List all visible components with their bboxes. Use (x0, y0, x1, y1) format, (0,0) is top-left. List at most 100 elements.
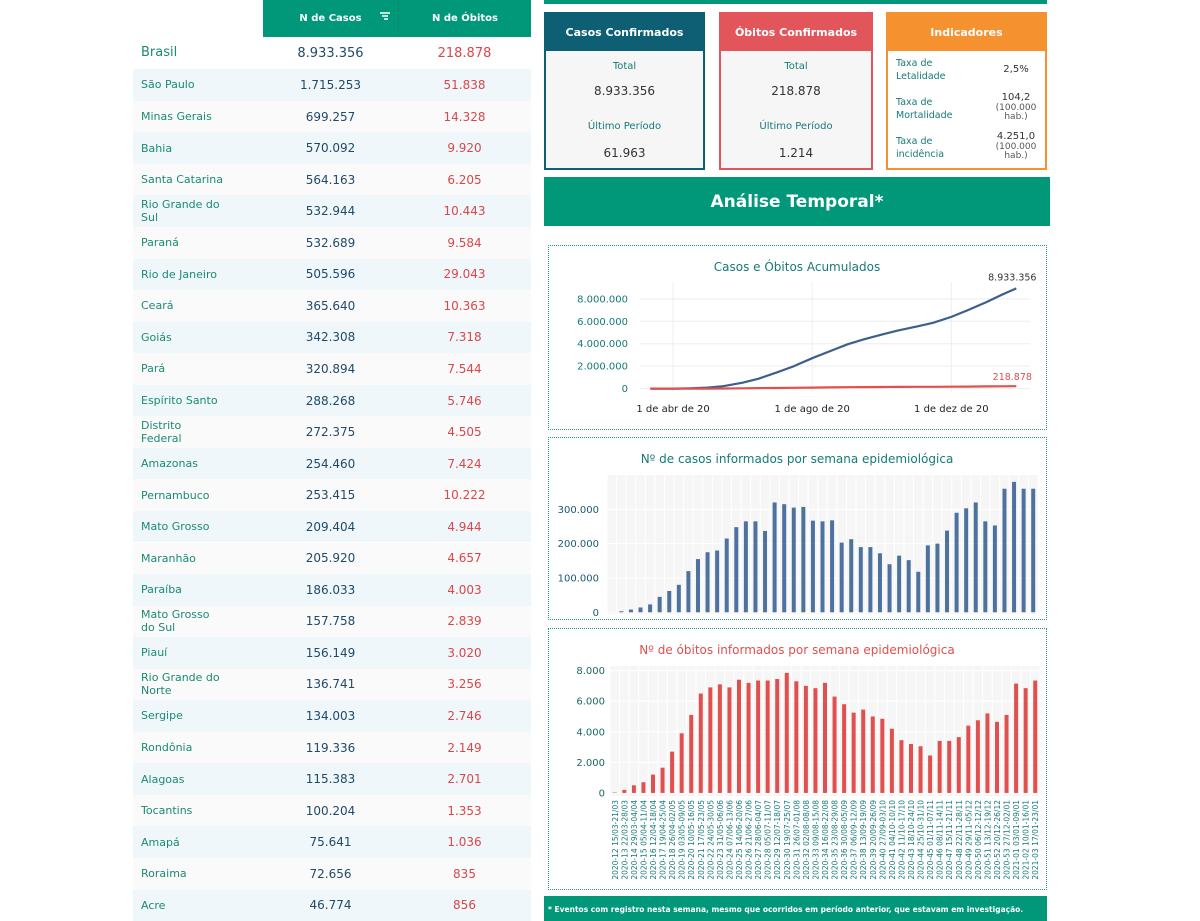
header-cell[interactable]: N de Óbitos (398, 0, 531, 37)
table-row: Rio de Janeiro 505.596 29.043 (133, 258, 531, 291)
state-name: Mato Grosso (141, 520, 210, 534)
header-text: N de Casos (299, 13, 362, 24)
table-row: Santa Catarina 564.163 6.205 (133, 163, 531, 196)
table-row: Amapá 75.641 1.036 (133, 826, 531, 858)
state-name: Amazonas (141, 457, 198, 471)
cases-value: 136.741 (305, 677, 356, 692)
state-name: Rio Grande do Norte (141, 671, 220, 698)
deaths-value: 2.746 (447, 709, 482, 724)
card-value: 61.963 (603, 146, 646, 160)
cases-value: 253.415 (305, 488, 356, 503)
deaths-value: 856 (453, 898, 476, 913)
cases-value: 186.033 (305, 582, 356, 597)
card-value: 1.214 (778, 146, 814, 160)
state-name: Sergipe (141, 709, 183, 723)
state-name: Paraná (141, 236, 179, 250)
table-row: Tocantins 100.204 1.353 (133, 794, 531, 827)
deaths-value: 29.043 (443, 267, 486, 282)
table-row: Mato Grosso do Sul 157.758 2.839 (133, 605, 531, 638)
cases-value: 272.375 (305, 425, 356, 440)
section-title: Análise Temporal* (544, 177, 1050, 226)
cases-value: 342.308 (305, 330, 356, 345)
cases-value: 288.268 (305, 393, 356, 408)
cases-value: 532.944 (305, 204, 356, 219)
state-name: Tocantins (141, 804, 193, 818)
footnote: * Eventos com registro nesta semana, mes… (544, 896, 1047, 921)
state-name: Alagoas (141, 772, 185, 786)
cases-value: 205.920 (305, 551, 356, 566)
cases-value: 209.404 (305, 519, 356, 534)
state-name: Amapá (141, 835, 180, 849)
table-row: Espírito Santo 288.268 5.746 (133, 384, 531, 417)
chart-box (548, 437, 1047, 620)
table-row: Rondônia 119.336 2.149 (133, 731, 531, 764)
cases-value: 115.383 (305, 772, 356, 787)
state-name: Distrito Federal (141, 418, 182, 446)
table-row: Roraima 72.656 835 (133, 858, 531, 890)
header-cell[interactable]: N de Casos (263, 0, 398, 37)
deaths-value: 4.505 (447, 425, 482, 440)
deaths-value: 7.424 (447, 456, 482, 471)
card-label: Total (612, 61, 637, 72)
deaths-value: 3.256 (447, 677, 482, 692)
deaths-value: 51.838 (443, 78, 486, 93)
cases-value: 1.715.253 (299, 78, 362, 93)
cases-value: 134.003 (305, 709, 356, 724)
card-title: Casos Confirmados (546, 14, 703, 51)
card-label: Último Período (587, 121, 662, 132)
cases-value: 156.149 (305, 645, 356, 660)
card-value: 218.878 (771, 84, 821, 98)
table-row: Pará 320.894 7.544 (133, 353, 531, 385)
deaths-value: 7.544 (447, 361, 482, 376)
deaths-value: 10.222 (443, 488, 486, 503)
deaths-value: 4.944 (447, 519, 482, 534)
table-row: São Paulo 1.715.253 51.838 (133, 69, 531, 101)
state-table: N de Casos N de Óbitos Brasil 8.933.356 21… (133, 0, 531, 921)
top-strip (544, 0, 1047, 4)
table-row: Acre 46.774 856 (133, 889, 531, 921)
cases-value: 564.163 (305, 172, 356, 187)
table-row: Piauí 156.149 3.020 (133, 637, 531, 669)
summary-card: Casos Confirmados Total 8.933.356 Último Pe… (544, 12, 705, 170)
indicator-unit: (100.000 hab.) (995, 102, 1037, 122)
indicator-value-box: 4.251,0 (100.000 hab.) (983, 131, 1049, 161)
table-row: Maranhão 205.920 4.657 (133, 542, 531, 575)
table-row: Goiás 342.308 7.318 (133, 321, 531, 354)
table-row: Rio Grande do Sul 532.944 10.443 (133, 195, 531, 227)
state-name: Ceará (141, 299, 174, 313)
state-name: Paraíba (141, 583, 182, 597)
cases-value: 72.656 (309, 866, 352, 881)
chart-box (548, 245, 1047, 430)
state-name: Rondônia (141, 740, 193, 754)
chart-box (548, 628, 1047, 890)
deaths-value: 9.584 (447, 235, 482, 250)
cases-value: 699.257 (305, 109, 356, 124)
summary-card: Óbitos Confirmados Total 218.878 Último Per… (719, 12, 873, 170)
table-row: Rio Grande do Norte 136.741 3.256 (133, 668, 531, 701)
deaths-value: 835 (453, 866, 476, 881)
indicator-value: 4.251,0 (996, 131, 1036, 142)
cases-value: 570.092 (305, 141, 356, 156)
deaths-value: 9.920 (447, 141, 482, 156)
state-name: Mato Grosso do Sul (141, 608, 210, 635)
table-row: Paraná 532.689 9.584 (133, 227, 531, 259)
deaths-value: 14.328 (443, 109, 486, 124)
cases-value: 119.336 (305, 740, 356, 755)
table-row: Sergipe 134.003 2.746 (133, 700, 531, 732)
indicator-label: Taxa de incidência (896, 136, 945, 160)
state-name: Acre (141, 898, 166, 912)
deaths-value: 7.318 (447, 330, 482, 345)
cases-value: 505.596 (305, 267, 356, 282)
cases-value: 8.933.356 (297, 45, 364, 61)
cases-value: 157.758 (305, 614, 356, 629)
cases-value: 46.774 (309, 898, 352, 913)
indicator-value: 2,5% (1003, 64, 1029, 75)
filter-icon (380, 12, 390, 20)
table-row: Paraíba 186.033 4.003 (133, 574, 531, 606)
table-row: Bahia 570.092 9.920 (133, 132, 531, 164)
deaths-value: 1.036 (447, 835, 482, 850)
cases-value: 100.204 (305, 803, 356, 818)
deaths-value: 2.701 (447, 772, 482, 787)
indicator-value-box: 104,2 (100.000 hab.) (983, 92, 1049, 122)
